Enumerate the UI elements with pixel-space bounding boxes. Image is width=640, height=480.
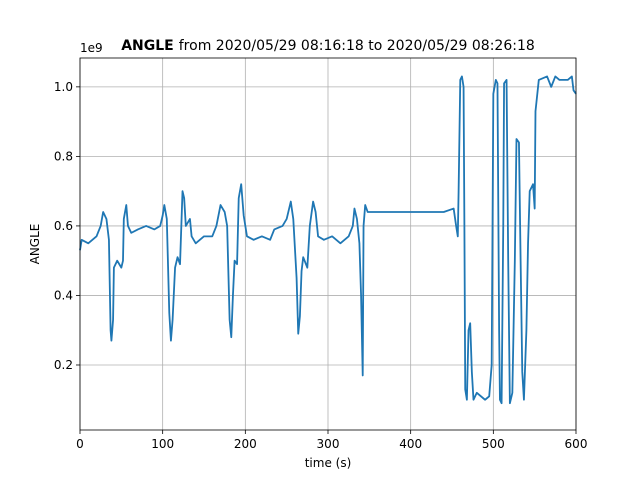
- plot-frame: [79, 57, 577, 431]
- title-bold: ANGLE: [121, 38, 174, 54]
- data-line: [79, 75, 577, 405]
- x-tick-label: 200: [234, 437, 257, 451]
- chart-title: ANGLE from 2020/05/29 08:16:18 to 2020/05…: [121, 38, 535, 54]
- x-tick-label: 500: [482, 437, 505, 451]
- y-offset-label: 1e9: [80, 41, 103, 55]
- y-axis-label: ANGLE: [28, 224, 42, 265]
- y-tick-label: 0.4: [54, 288, 73, 302]
- y-tick-label: 0.8: [54, 149, 73, 163]
- title-rest: from 2020/05/29 08:16:18 to 2020/05/29 0…: [179, 38, 535, 54]
- x-axis-label: time (s): [305, 456, 352, 470]
- y-tick-label: 0.2: [54, 358, 73, 372]
- y-tick-label: 1.0: [54, 80, 73, 94]
- x-tick-label: 300: [317, 437, 340, 451]
- x-tick-label: 0: [76, 437, 84, 451]
- x-tick-label: 600: [565, 437, 588, 451]
- y-tick-label: 0.6: [54, 219, 73, 233]
- x-tick-label: 400: [399, 437, 422, 451]
- x-tick-label: 100: [151, 437, 174, 451]
